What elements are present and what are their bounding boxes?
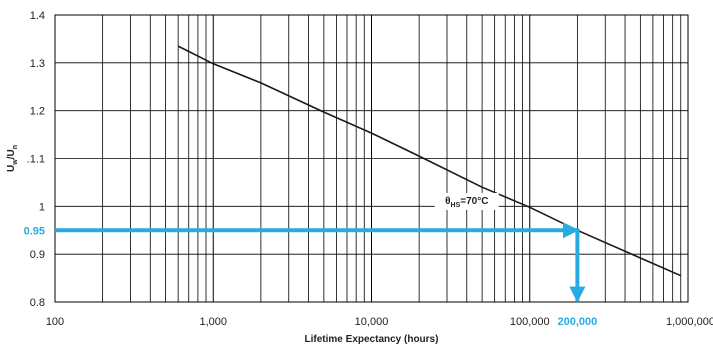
grid bbox=[55, 15, 688, 302]
highlight-y-label: 0.95 bbox=[24, 225, 45, 237]
x-tick-labels: 100 1,000 10,000 100,000 1,000,000 bbox=[46, 316, 713, 328]
plot-frame bbox=[54, 14, 689, 303]
y-tick-labels: 0.8 0.9 1 .1.1 1.2 1.3 1.4 bbox=[27, 10, 45, 309]
series bbox=[177, 45, 682, 277]
x-tick-label: 100,000 bbox=[510, 316, 550, 328]
x-tick-label: 1,000 bbox=[199, 316, 227, 328]
annotation-text: θHS=70°C bbox=[445, 196, 488, 209]
y-tick-label: 1.2 bbox=[30, 106, 45, 118]
y-label-slash: /U bbox=[6, 149, 17, 159]
y-label-main: U bbox=[6, 165, 17, 172]
y-tick-label: 0.8 bbox=[30, 297, 45, 309]
annotation-subscript: HS bbox=[451, 202, 461, 209]
y-tick-label: .1.1 bbox=[27, 154, 45, 166]
y-tick-label: 1.3 bbox=[30, 58, 45, 70]
y-label-sub2: n bbox=[12, 145, 19, 149]
highlight-x-label: 200,000 bbox=[558, 316, 598, 328]
x-axis-label: Lifetime Expectancy (hours) bbox=[305, 334, 439, 345]
y-label-sub1: w bbox=[12, 159, 19, 166]
y-axis-label: Uw/Un bbox=[6, 145, 19, 172]
x-tick-label: 10,000 bbox=[355, 316, 389, 328]
annotation-background bbox=[434, 192, 499, 210]
x-tick-label: 100 bbox=[46, 316, 64, 328]
y-tick-label: 1 bbox=[39, 201, 45, 213]
annotation-value: =70°C bbox=[460, 196, 488, 207]
y-tick-label: 0.9 bbox=[30, 249, 45, 261]
y-tick-label: 1.4 bbox=[30, 10, 45, 22]
series-line bbox=[177, 45, 682, 277]
annotation-theta: θ bbox=[445, 196, 450, 207]
x-tick-label: 1,000,000 bbox=[666, 316, 713, 328]
temperature-annotation: θHS=70°C bbox=[434, 192, 499, 210]
highlight-arrows: 0.95 200,000 bbox=[24, 222, 598, 328]
